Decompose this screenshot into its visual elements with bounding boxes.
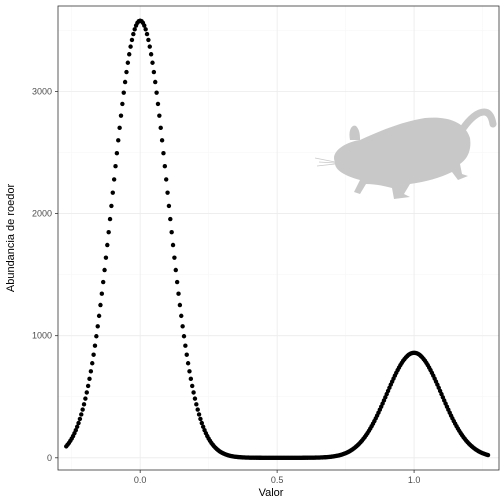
data-point [82,402,86,406]
data-point [178,303,182,307]
data-point [86,384,90,388]
data-point [131,32,135,36]
data-point [101,280,105,284]
data-point [163,164,167,168]
data-point [161,151,165,155]
data-point [126,61,130,65]
data-point [79,412,83,416]
data-point [104,255,108,259]
data-point [93,344,97,348]
data-point [187,369,191,373]
data-point [85,390,89,394]
data-point [75,425,79,429]
data-point [94,334,98,338]
data-point [112,177,116,181]
data-point [149,52,153,56]
data-point [169,230,173,234]
data-point [180,324,184,328]
data-point [102,268,106,272]
data-point [183,344,187,348]
data-point [89,369,93,373]
data-point [198,417,202,421]
data-point [194,402,198,406]
data-point [190,384,194,388]
data-point [128,44,132,48]
data-point [175,280,179,284]
data-point [196,407,200,411]
x-tick-label: 0.5 [271,475,284,485]
data-point [124,70,128,74]
data-point [117,126,121,130]
data-point [168,217,172,221]
data-point [108,217,112,221]
data-point [176,292,180,296]
data-point [96,324,100,328]
data-point [197,412,201,416]
data-point [156,102,160,106]
data-point [160,138,164,142]
data-point [130,38,134,42]
data-point [182,334,186,338]
data-point [145,32,149,36]
data-point [142,23,146,27]
data-point [174,268,178,272]
data-point [167,204,171,208]
data-point [153,80,157,84]
data-point [152,70,156,74]
data-point [186,361,190,365]
data-point [113,164,117,168]
x-axis-title: Valor [259,487,284,499]
data-point [146,38,150,42]
data-point [123,80,127,84]
data-point [91,353,95,357]
data-point [127,52,131,56]
data-point [119,113,123,117]
data-point [159,126,163,130]
data-point [148,44,152,48]
data-point [191,390,195,394]
data-point [80,407,84,411]
data-point [171,243,175,247]
data-point [165,190,169,194]
data-point [106,230,110,234]
data-point [100,292,104,296]
data-point [486,453,490,457]
data-point [185,353,189,357]
data-point [193,396,197,400]
data-point [90,361,94,365]
y-tick-label: 2000 [32,209,52,219]
data-point [78,417,82,421]
x-tick-label: 0.0 [134,475,147,485]
data-point [133,27,137,31]
x-tick-label: 1.0 [408,475,421,485]
data-point [98,303,102,307]
y-tick-label: 1000 [32,331,52,341]
y-tick-label: 0 [47,453,52,463]
data-point [157,113,161,117]
data-point [97,314,101,318]
data-point [164,177,168,181]
data-point [200,421,204,425]
data-point [143,27,147,31]
data-point [122,90,126,94]
data-point [83,396,87,400]
data-point [150,61,154,65]
data-point [116,138,120,142]
data-point [87,377,91,381]
data-point [172,255,176,259]
data-point [179,314,183,318]
y-axis-title: Abundancia de roedor [5,184,17,293]
data-point [120,102,124,106]
data-point [189,377,193,381]
data-point [105,243,109,247]
data-point [76,421,80,425]
data-point [154,90,158,94]
data-point [111,190,115,194]
data-point [115,151,119,155]
y-tick-label: 3000 [32,86,52,96]
data-point [109,204,113,208]
